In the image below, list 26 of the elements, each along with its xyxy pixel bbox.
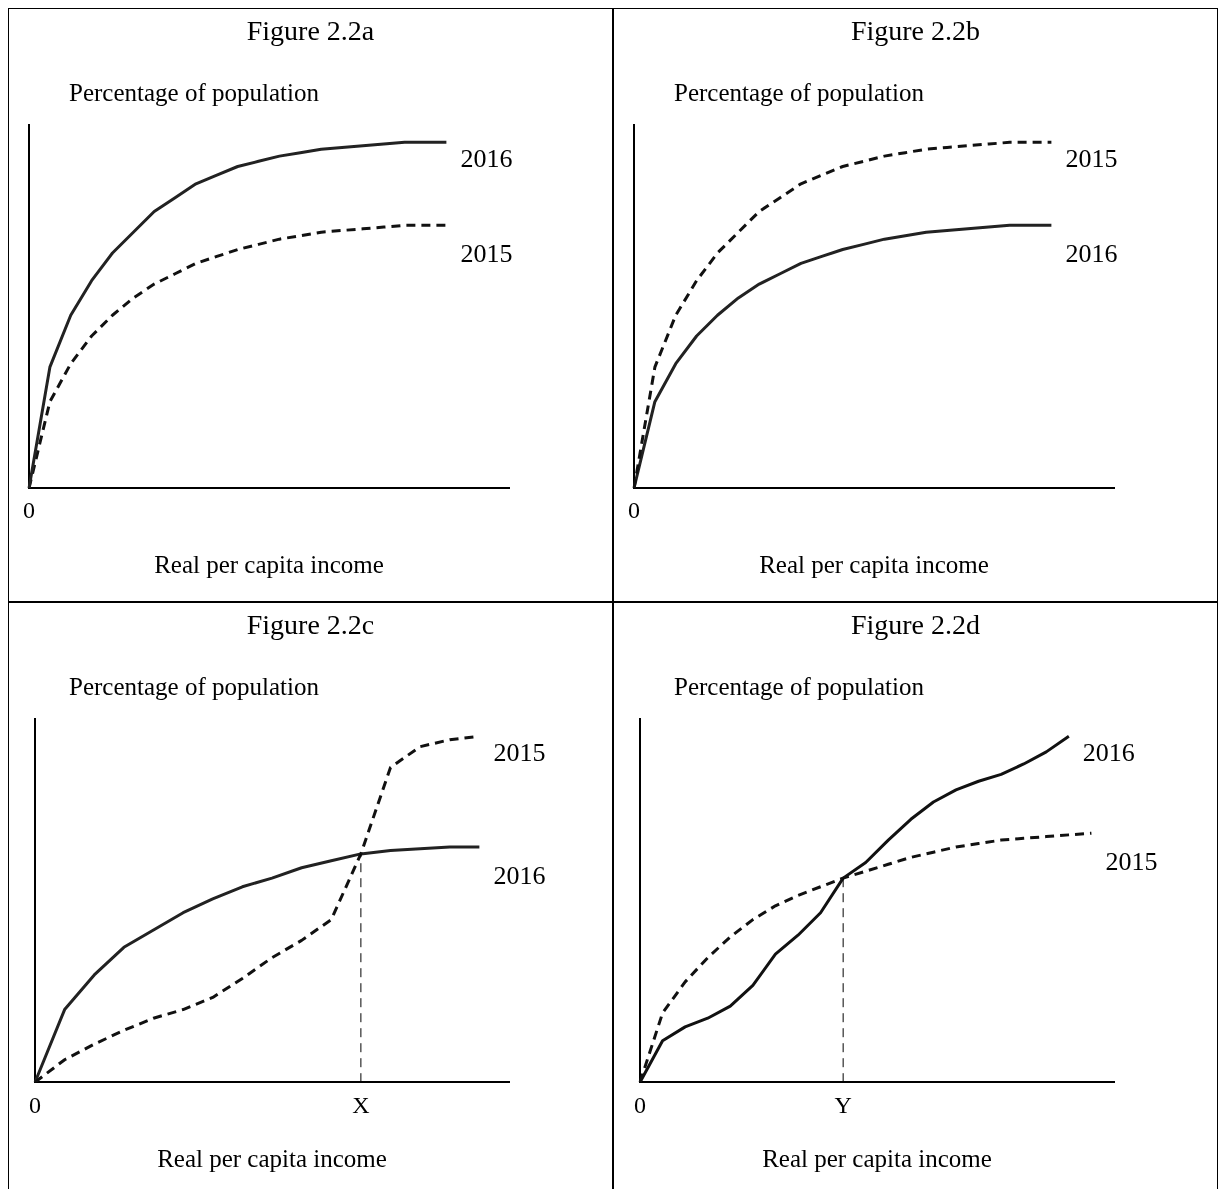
x-axis-title: Real per capita income [759,550,989,578]
chart-title: Figure 2.2d [849,609,982,641]
series-label: 2015 [493,738,546,768]
y-axis-title: Percentage of population [69,673,320,701]
y-axis-title: Percentage of population [69,79,320,107]
series-label: 2016 [1065,239,1118,269]
series-label: 2015 [1065,144,1118,174]
text: 0 [628,497,640,524]
series-label: 2016 [1082,738,1135,768]
chart-title: Figure 2.2a [245,15,376,47]
x-tick-label: Y [834,1091,852,1118]
series-label: 2015 [460,239,513,269]
x-axis-title: Real per capita income [157,1144,387,1172]
x-axis-title: Real per capita income [154,550,384,578]
series-label: 2016 [460,144,513,174]
chart-title: Figure 2.2b [849,15,982,47]
x-tick-label: 0 [634,1091,646,1118]
chart-title: Figure 2.2c [245,609,376,641]
series-label: 2015 [1105,846,1158,876]
x-axis-title: Real per capita income [762,1144,992,1172]
series-label: 2016 [493,860,546,890]
y-axis-title: Percentage of population [674,673,925,701]
text: 0 [23,497,35,524]
y-axis-title: Percentage of population [674,79,925,107]
x-tick-label: X [352,1091,370,1118]
x-tick-label: 0 [29,1091,41,1118]
